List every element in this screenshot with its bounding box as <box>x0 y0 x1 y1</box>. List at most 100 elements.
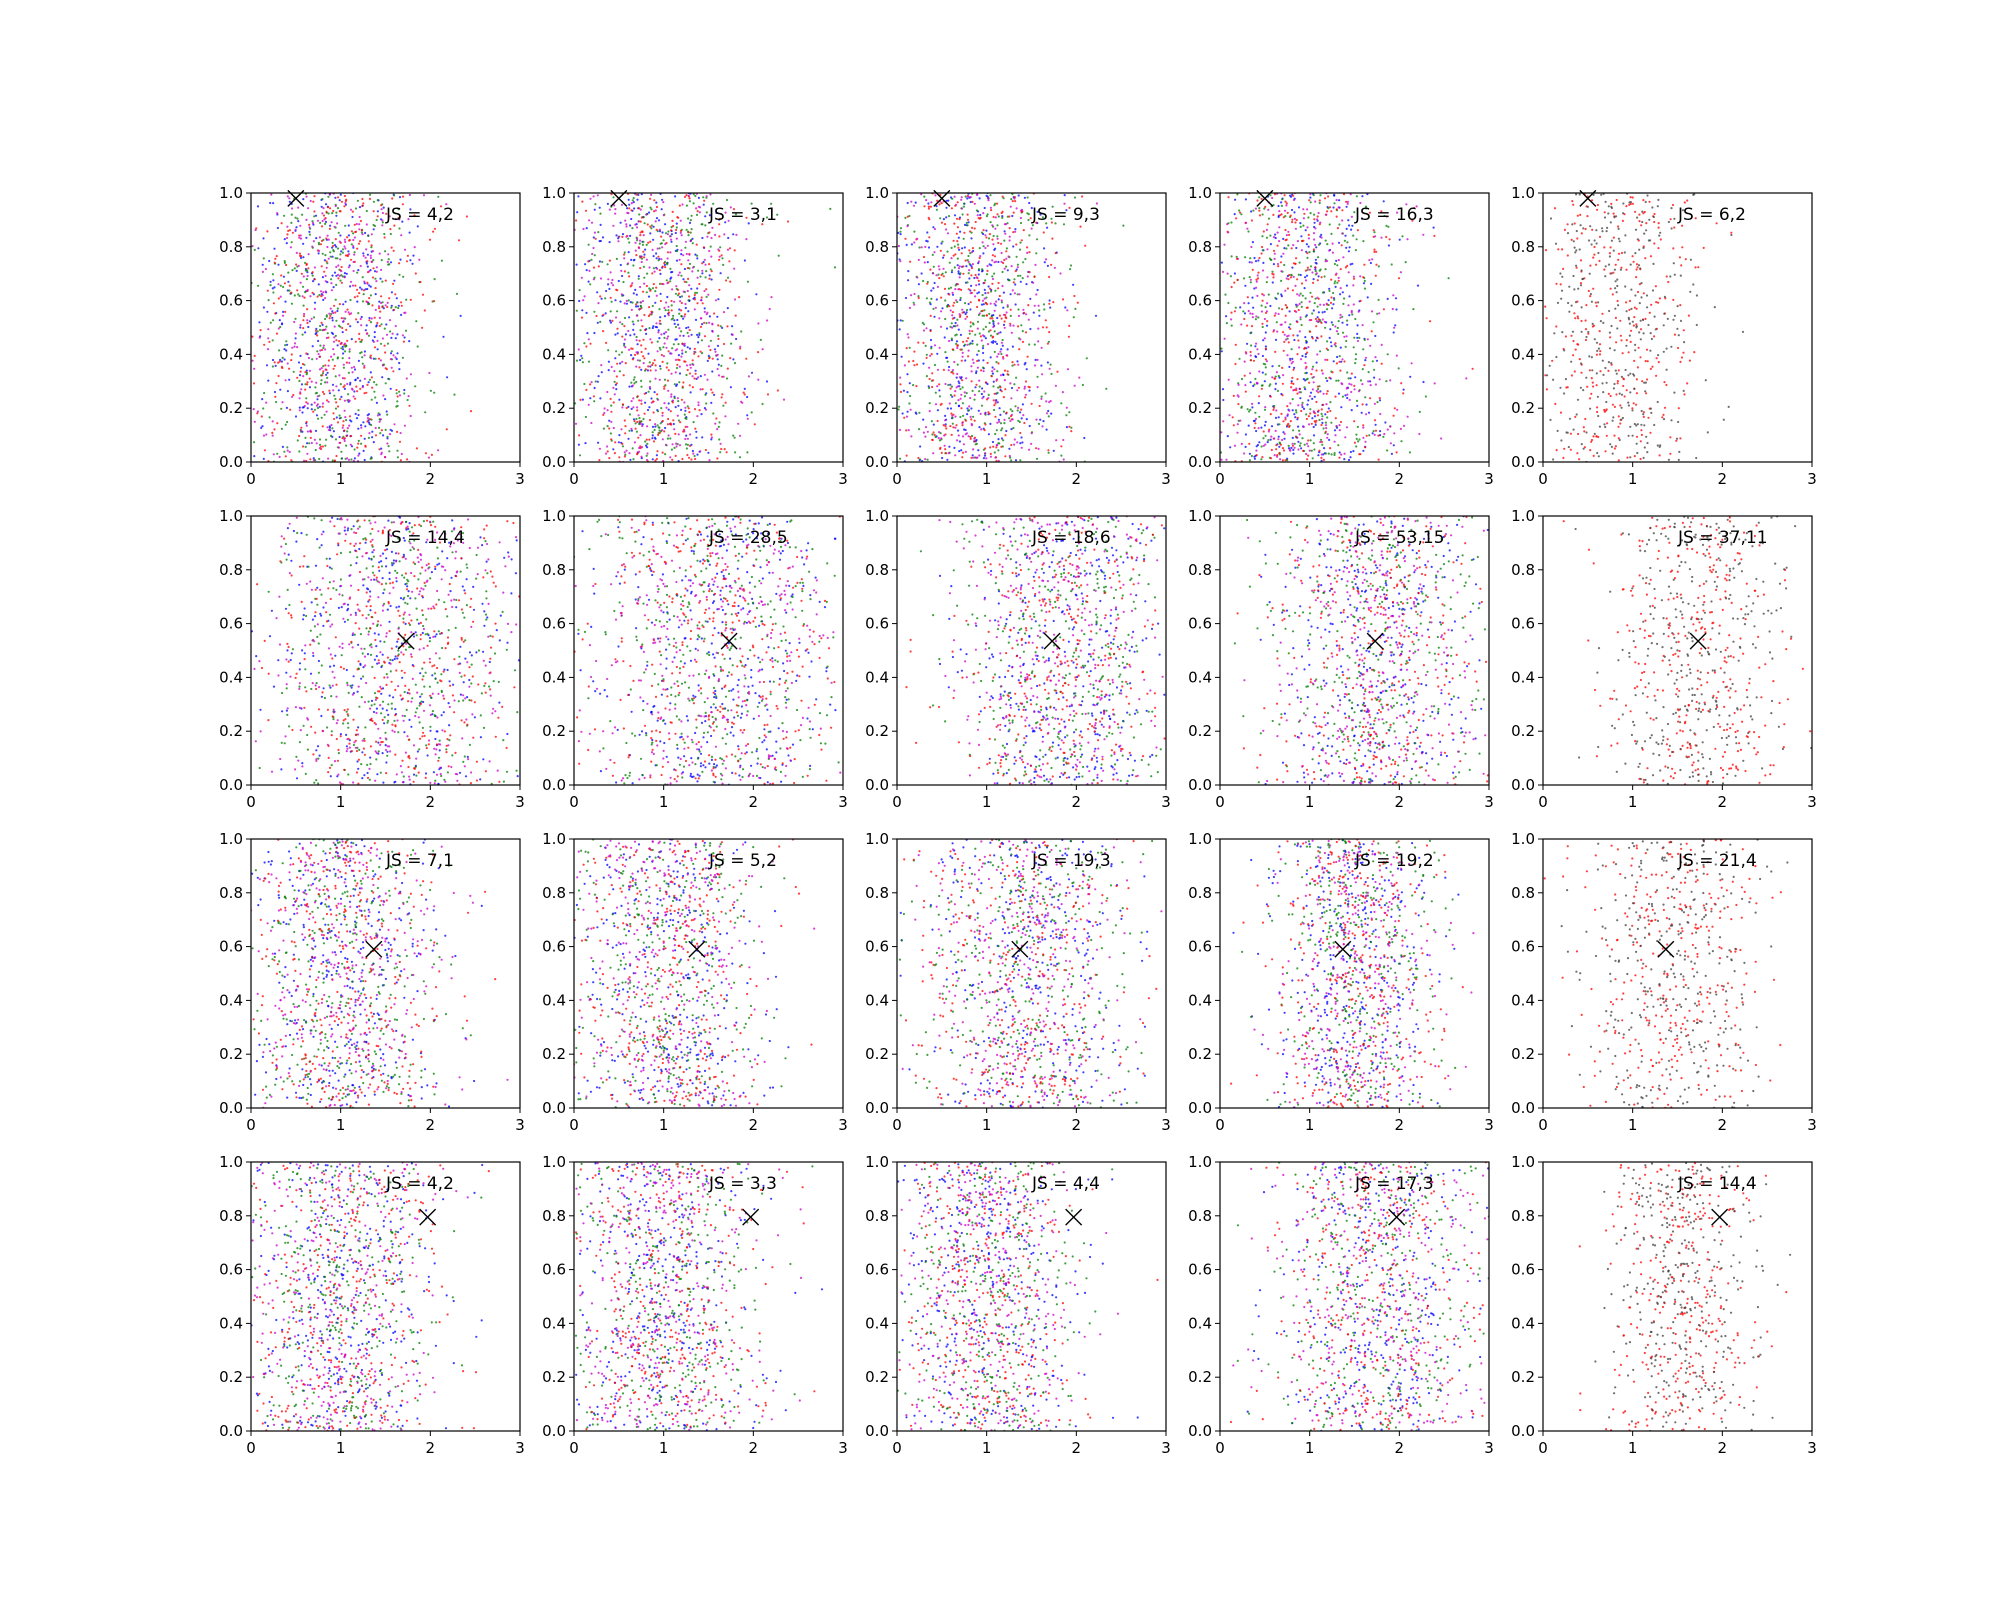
scatter-point <box>299 234 302 237</box>
scatter-point <box>1291 398 1294 401</box>
scatter-point <box>932 272 935 275</box>
scatter-point <box>677 419 681 422</box>
scatter-point <box>1282 216 1285 219</box>
scatter-point <box>1264 306 1267 309</box>
scatter-point <box>1383 214 1386 218</box>
scatter-point <box>268 416 271 419</box>
scatter-point <box>1258 196 1261 199</box>
scatter-point <box>978 283 981 286</box>
scatter-point <box>759 338 762 341</box>
scatter-point <box>903 416 906 419</box>
scatter-point <box>969 289 972 292</box>
scatter-point <box>344 345 347 348</box>
scatter-point <box>642 250 645 253</box>
scatter-point <box>1065 406 1068 409</box>
scatter-point <box>1274 388 1277 391</box>
scatter-point <box>1000 348 1003 351</box>
scatter-point <box>346 254 349 258</box>
scatter-point <box>295 269 298 272</box>
scatter-point <box>400 301 403 304</box>
scatter-point <box>324 280 327 283</box>
scatter-point <box>1046 226 1049 229</box>
scatter-point <box>363 366 366 369</box>
scatter-point <box>1337 444 1340 447</box>
scatter-point <box>338 340 341 343</box>
scatter-point <box>695 430 698 433</box>
scatter-point <box>686 346 689 349</box>
scatter-point <box>1347 224 1351 227</box>
js-label: JS = 3,1 <box>708 205 777 225</box>
scatter-point <box>734 213 738 216</box>
scatter-point <box>1376 312 1379 315</box>
scatter-point <box>670 238 673 241</box>
scatter-point <box>961 311 964 314</box>
scatter-point <box>1306 442 1309 445</box>
scatter-point <box>701 269 704 272</box>
scatter-point <box>1037 447 1040 450</box>
scatter-point <box>909 394 912 398</box>
scatter-point <box>1035 238 1039 241</box>
scatter-point <box>1004 316 1007 319</box>
scatter-point <box>312 457 315 460</box>
scatter-point <box>995 300 998 303</box>
scatter-point <box>1255 454 1258 457</box>
scatter-point <box>1335 198 1338 202</box>
scatter-point <box>1354 362 1357 365</box>
scatter-point <box>1333 202 1336 205</box>
scatter-point <box>1346 264 1349 267</box>
scatter-point <box>265 433 268 436</box>
scatter-point <box>1320 408 1323 411</box>
scatter-point <box>663 332 666 335</box>
scatter-point <box>621 403 625 406</box>
scatter-point <box>1230 324 1233 327</box>
scatter-point <box>590 381 593 384</box>
scatter-point <box>386 301 389 304</box>
scatter-point <box>698 282 701 286</box>
scatter-point <box>271 287 274 290</box>
scatter-point <box>1352 277 1356 280</box>
scatter-point <box>669 437 672 440</box>
scatter-point <box>1020 324 1023 327</box>
scatter-point <box>933 315 936 318</box>
scatter-point <box>708 214 712 217</box>
scatter-point <box>675 338 678 341</box>
scatter-point <box>682 290 685 293</box>
scatter-point <box>1019 431 1022 435</box>
scatter-point <box>1297 425 1300 428</box>
scatter-point <box>1337 279 1340 282</box>
scatter-point <box>345 444 348 447</box>
scatter-point <box>357 312 360 315</box>
scatter-point <box>1240 406 1243 409</box>
scatter-point <box>658 247 661 250</box>
scatter-point <box>777 254 780 257</box>
scatter-point <box>745 216 748 219</box>
scatter-point <box>333 353 336 356</box>
scatter-point <box>353 251 356 254</box>
scatter-point <box>1323 320 1326 323</box>
scatter-point <box>307 356 310 360</box>
scatter-point <box>326 426 329 429</box>
scatter-point <box>1412 308 1415 311</box>
scatter-point <box>375 383 378 386</box>
scatter-point <box>276 226 279 230</box>
scatter-point <box>690 214 693 217</box>
scatter-point <box>1295 436 1298 439</box>
scatter-point <box>932 287 935 290</box>
scatter-point <box>657 331 660 334</box>
scatter-point <box>1004 434 1007 437</box>
scatter-point <box>998 294 1001 298</box>
scatter-point <box>651 326 654 330</box>
scatter-point <box>1003 239 1006 242</box>
scatter-point <box>332 311 335 315</box>
scatter-point <box>967 337 970 340</box>
scatter-point <box>1008 227 1011 230</box>
scatter-point <box>601 260 604 263</box>
scatter-point <box>964 195 967 198</box>
x-tick-label: 3 <box>515 470 525 488</box>
scatter-point <box>632 201 635 204</box>
scatter-point <box>952 372 955 375</box>
scatter-point <box>1319 390 1322 393</box>
scatter-point <box>693 308 696 311</box>
scatter-point <box>1314 268 1317 271</box>
scatter-point <box>647 352 650 355</box>
